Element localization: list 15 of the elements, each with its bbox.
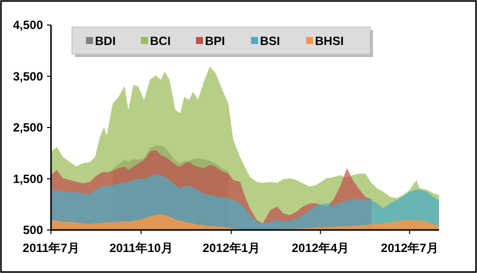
x-tick-label: 2012年4月	[292, 241, 350, 255]
y-tick-label: 1,500	[12, 172, 44, 186]
legend-label: BCI	[150, 34, 171, 48]
legend-label: BHSI	[315, 34, 344, 48]
legend-label: BDI	[95, 34, 116, 48]
legend-label: BPI	[205, 34, 226, 48]
x-tick-label: 2011年7月	[22, 241, 80, 255]
y-tick-label: 2,500	[12, 120, 44, 134]
y-tick-label: 500	[22, 223, 44, 237]
x-tick-label: 2012年7月	[380, 241, 438, 255]
y-tick-label: 4,500	[12, 18, 44, 32]
legend-label: BSI	[260, 34, 280, 48]
y-tick-label: 3,500	[12, 69, 44, 84]
x-tick-label: 2011年10月	[109, 241, 173, 255]
x-tick-label: 2012年1月	[202, 241, 260, 255]
